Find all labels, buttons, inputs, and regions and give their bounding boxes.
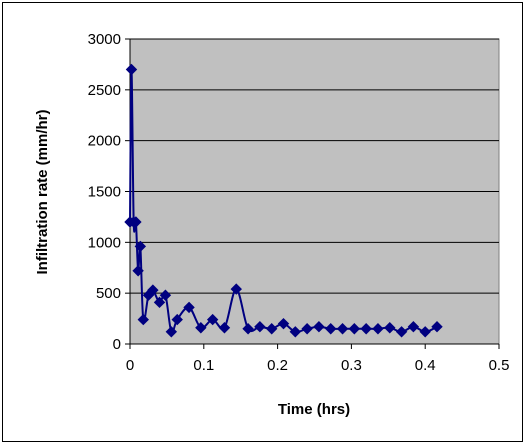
data-point-marker (301, 323, 313, 335)
gridlines (130, 38, 499, 294)
data-point-marker (325, 323, 337, 335)
data-point-marker (134, 240, 147, 253)
infiltration-chart: 0 500 1000 1500 2000 2500 3000 0 0.1 0.2 0.3 0.4 0.… (34, 31, 510, 418)
chart-frame: 0 500 1000 1500 2000 2500 3000 0 0.1 0.2 0.3 0.4 0.… (2, 2, 523, 442)
y-tick-label: 500 (96, 285, 121, 302)
data-point-marker (171, 313, 183, 326)
x-tick-labels: 0 0.1 0.2 0.3 0.4 0.5 (126, 357, 510, 374)
data-point-marker (384, 322, 396, 334)
y-tick-label: 1500 (88, 184, 121, 201)
data-point-marker (159, 289, 172, 301)
series-markers (124, 63, 443, 338)
data-point-marker (289, 326, 302, 338)
x-axis-title: Time (hrs) (278, 401, 350, 418)
data-point-marker (360, 323, 372, 335)
data-point-marker (153, 296, 166, 309)
data-point-marker (137, 313, 149, 326)
data-point-marker (372, 323, 384, 335)
data-point-marker (195, 322, 207, 334)
data-point-marker (230, 283, 242, 295)
x-tick-label: 0 (126, 357, 134, 374)
data-point-marker (336, 323, 349, 335)
y-tick-label: 0 (113, 336, 121, 353)
x-tick-label: 0.2 (267, 357, 288, 374)
data-point-marker (132, 265, 144, 277)
data-point-marker (125, 63, 138, 76)
data-point-marker (218, 322, 231, 334)
y-tick-label: 2500 (88, 82, 121, 99)
x-tick-label: 0.4 (415, 357, 436, 374)
x-tick-label: 0.5 (489, 357, 510, 374)
y-tick-label: 1000 (88, 234, 121, 251)
data-point-marker (431, 321, 443, 333)
y-tick-label: 3000 (88, 31, 121, 48)
data-point-marker (419, 326, 431, 338)
y-tick-labels: 0 500 1000 1500 2000 2500 3000 (88, 31, 121, 353)
data-point-marker (242, 323, 254, 335)
x-tick-label: 0.1 (193, 357, 214, 374)
data-point-marker (265, 323, 278, 335)
x-tick-label: 0.3 (341, 357, 362, 374)
data-point-marker (183, 301, 195, 314)
data-point-marker (348, 323, 361, 335)
data-point-marker (147, 284, 159, 296)
data-point-marker (165, 326, 178, 338)
data-point-marker (206, 313, 219, 326)
data-point-marker (407, 321, 420, 333)
y-tick-label: 2000 (88, 133, 121, 150)
data-point-marker (254, 321, 266, 333)
y-axis-title: Infiltration rate (mm/hr) (34, 109, 51, 274)
data-point-marker (277, 317, 290, 330)
data-point-marker (395, 326, 408, 338)
data-point-marker (130, 216, 142, 228)
data-point-marker (313, 321, 325, 333)
